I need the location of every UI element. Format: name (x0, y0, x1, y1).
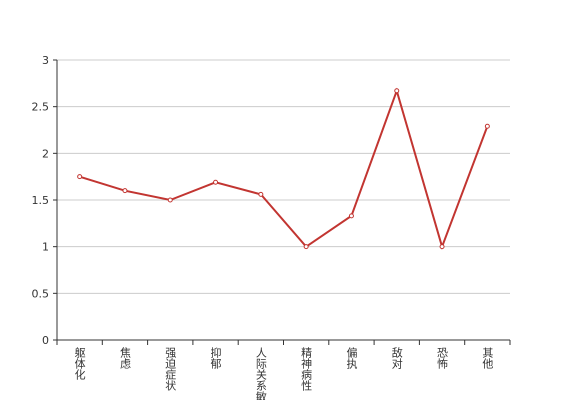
x-tick-label: 其他 (481, 347, 494, 369)
y-tick-label: 2 (42, 147, 49, 160)
y-tick-label: 1 (42, 241, 49, 254)
x-tick-label: 敌对 (390, 346, 403, 369)
point (303, 244, 309, 250)
point (258, 191, 264, 197)
x-tick-label: 焦虑 (118, 347, 131, 369)
x-tick-label: 强迫症状 (164, 347, 177, 391)
point (213, 179, 219, 185)
y-tick-label: 0.5 (32, 287, 50, 300)
point (484, 123, 490, 129)
y-tick-label: 3 (42, 54, 49, 67)
point (77, 174, 83, 180)
x-tick-label: 偏执 (345, 346, 358, 370)
x-tick-label: 躯体化 (73, 347, 86, 381)
y-tick-label: 1.5 (32, 194, 50, 207)
x-tick-label: 人际关系敏感 (254, 347, 267, 400)
point (439, 244, 445, 250)
point (167, 197, 173, 203)
point (122, 188, 128, 194)
x-tick-label: 精神病性 (300, 347, 313, 392)
x-tick-label: 抑郁 (209, 346, 222, 369)
point (394, 88, 400, 94)
y-tick-label: 0 (42, 334, 49, 347)
y-tick-label: 2.5 (32, 101, 50, 114)
x-tick-label: 恐怖 (436, 347, 449, 369)
line (79, 87, 489, 250)
point (348, 213, 354, 219)
